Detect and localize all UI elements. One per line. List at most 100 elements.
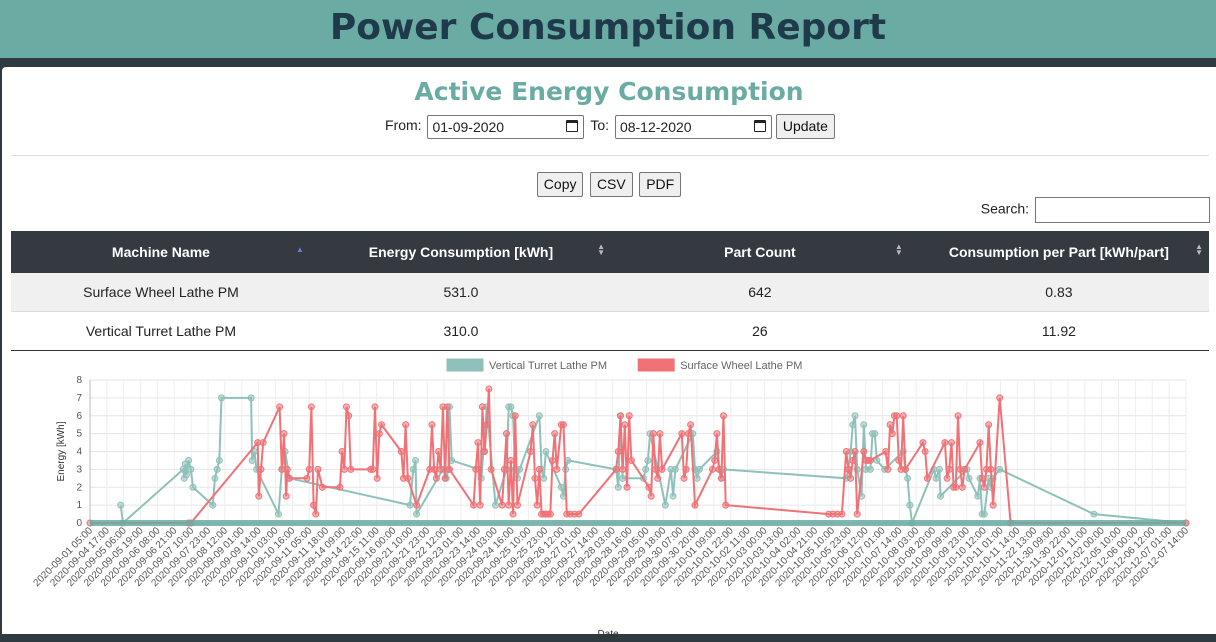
data-point <box>187 465 195 473</box>
y-tick-label: 1 <box>76 500 82 511</box>
data-point <box>507 456 515 464</box>
divider <box>11 155 1209 156</box>
data-point <box>871 430 879 438</box>
csv-button[interactable]: CSV <box>589 172 633 197</box>
cell-consumption-per-part: 0.83 <box>908 273 1209 312</box>
y-tick-label: 0 <box>76 518 82 529</box>
y-tick-label: 4 <box>76 447 82 458</box>
data-point <box>974 492 982 500</box>
data-point <box>540 474 548 482</box>
from-date-value: 01-09-2020 <box>432 118 505 135</box>
y-tick-label: 8 <box>76 375 82 386</box>
pdf-button[interactable]: PDF <box>639 172 682 197</box>
page-title: Power Consumption Report <box>329 7 887 48</box>
cell-energy: 531.0 <box>310 273 612 312</box>
cell-part-count: 26 <box>611 311 909 351</box>
data-point <box>375 430 383 438</box>
data-point <box>627 456 635 464</box>
data-point <box>218 394 226 402</box>
data-point <box>527 448 535 455</box>
search-input[interactable] <box>1035 197 1210 223</box>
column-header-consumption-per-part[interactable]: Consumption per Part [kWh/part] ▲ ▼ <box>908 231 1209 273</box>
update-button[interactable]: Update <box>775 114 835 139</box>
data-point <box>511 412 519 420</box>
column-header-part-count[interactable]: Part Count ▲ ▼ <box>611 231 909 273</box>
data-point <box>500 465 508 473</box>
data-point <box>428 421 436 429</box>
cell-machine-name: Surface Wheel Lathe PM <box>11 273 311 312</box>
data-point <box>943 474 951 482</box>
data-point <box>338 448 346 455</box>
data-point <box>551 430 559 438</box>
data-point <box>347 465 355 473</box>
data-point <box>695 465 703 473</box>
data-point <box>182 471 190 479</box>
y-tick-label: 3 <box>76 464 82 475</box>
data-point <box>678 430 686 438</box>
data-point <box>616 412 624 420</box>
data-point <box>976 439 984 447</box>
data-point <box>255 492 263 500</box>
data-point <box>644 456 652 464</box>
to-date-input[interactable]: 08-12-2020 <box>614 114 772 139</box>
data-point <box>529 421 537 429</box>
copy-button[interactable]: Copy <box>536 172 584 197</box>
data-point <box>314 465 322 473</box>
data-point <box>614 483 622 491</box>
data-point <box>954 412 962 420</box>
data-point <box>901 465 909 473</box>
data-point <box>996 465 1004 473</box>
legend-label: Vertical Turret Lathe PM <box>489 360 607 372</box>
data-point <box>412 456 420 464</box>
data-point <box>474 439 482 447</box>
data-point <box>625 412 633 420</box>
data-point <box>470 501 478 509</box>
section-title: Active Energy Consumption <box>414 77 804 106</box>
data-point <box>307 403 315 411</box>
column-header-machine-name[interactable]: Machine Name ▲ <box>11 231 311 273</box>
to-label: To: <box>590 117 610 134</box>
data-point <box>886 421 894 429</box>
data-point <box>619 465 627 473</box>
data-point <box>247 394 255 402</box>
y-axis-title: Energy [kWh] <box>56 421 67 481</box>
data-point <box>257 465 265 473</box>
cell-machine-name: Vertical Turret Lathe PM <box>11 311 311 351</box>
data-point <box>866 465 874 473</box>
data-point <box>713 430 721 438</box>
data-point <box>844 465 852 473</box>
data-point <box>671 465 679 473</box>
data-point <box>958 483 966 491</box>
column-header-energy[interactable]: Energy Consumption [kWh] ▲ ▼ <box>310 231 612 273</box>
data-point <box>978 474 986 482</box>
data-point <box>935 465 943 473</box>
calendar-icon[interactable] <box>753 119 766 132</box>
data-point <box>649 430 657 438</box>
y-tick-label: 2 <box>76 482 82 493</box>
zero-baseline <box>90 520 1186 526</box>
data-point <box>487 465 495 473</box>
from-date-input[interactable]: 01-09-2020 <box>427 114 585 139</box>
calendar-icon[interactable] <box>566 119 579 132</box>
data-point <box>483 421 491 429</box>
data-point <box>443 403 451 411</box>
data-point <box>691 501 699 509</box>
data-point <box>906 501 914 509</box>
data-point <box>276 403 284 411</box>
data-point <box>1090 510 1098 518</box>
data-point <box>654 474 662 482</box>
data-point <box>185 456 193 464</box>
data-point <box>623 483 631 491</box>
data-point <box>507 403 515 411</box>
cell-energy: 310.0 <box>310 311 612 351</box>
data-point <box>860 448 868 455</box>
data-point <box>932 474 940 482</box>
data-point <box>498 501 506 509</box>
data-point <box>513 501 521 509</box>
data-point <box>893 412 901 420</box>
search-label: Search: <box>980 200 1029 217</box>
table-row: Surface Wheel Lathe PM 531.0 642 0.83 <box>11 273 1209 312</box>
data-point <box>505 501 513 509</box>
data-point <box>117 501 125 509</box>
sort-icon: ▲ ▼ <box>894 242 903 257</box>
